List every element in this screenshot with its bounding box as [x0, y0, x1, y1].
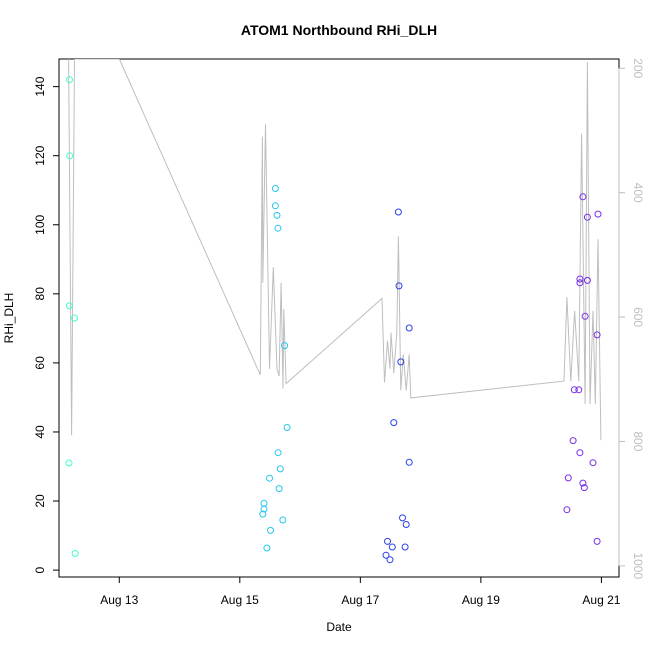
data-point — [405, 458, 413, 466]
x-axis: Aug 13 Aug 15 Aug 17 Aug 19 Aug 21 — [100, 576, 621, 607]
plot-area-frame — [58, 58, 620, 578]
data-point — [564, 474, 572, 482]
data-point — [580, 484, 588, 492]
x-tick-label: Aug 15 — [221, 593, 259, 607]
y-tick-label: 0 — [33, 566, 47, 573]
data-point — [71, 314, 78, 322]
data-point — [65, 302, 73, 310]
data-point — [594, 210, 602, 218]
data-point — [263, 544, 271, 552]
data-point — [397, 358, 405, 366]
data-point — [259, 510, 267, 518]
data-point — [401, 543, 409, 551]
data-point — [576, 449, 584, 457]
data-point — [283, 424, 291, 431]
right-y-tick-label: 400 — [631, 183, 645, 203]
right-y-tick-label: 1000 — [631, 552, 645, 579]
data-point — [579, 193, 587, 201]
data-point — [274, 224, 282, 232]
data-point — [65, 459, 73, 467]
data-point — [275, 485, 283, 493]
y-tick-label: 100 — [33, 214, 47, 234]
data-point — [593, 331, 601, 339]
data-point — [395, 282, 403, 290]
data-point — [399, 514, 406, 522]
data-point — [274, 449, 282, 457]
data-point — [271, 202, 279, 210]
data-point — [382, 551, 390, 559]
y-tick-label: 20 — [33, 494, 47, 508]
y-tick-label: 40 — [33, 425, 47, 439]
data-point — [402, 521, 410, 528]
right-y-tick-label: 600 — [631, 307, 645, 327]
right-y-tick-label: 200 — [631, 58, 645, 78]
data-point — [575, 386, 583, 394]
y-tick-label: 140 — [33, 76, 47, 96]
right-y-axis: 200 400 600 800 1000 — [618, 58, 645, 579]
x-tick-label: Aug 21 — [582, 593, 620, 607]
data-point — [279, 516, 287, 524]
data-point — [583, 213, 591, 221]
data-point — [563, 506, 571, 514]
data-point — [576, 275, 584, 283]
data-point — [71, 550, 79, 557]
data-point — [388, 543, 396, 551]
data-point — [281, 342, 289, 350]
y-axis-label: RHi_DLH — [2, 293, 16, 344]
x-axis-label: Date — [326, 620, 352, 634]
data-point — [66, 152, 74, 160]
data-point — [583, 276, 591, 284]
y-tick-label: 80 — [33, 287, 47, 301]
data-point — [576, 279, 584, 287]
data-point — [266, 474, 273, 482]
data-point — [579, 479, 587, 487]
x-tick-label: Aug 13 — [100, 593, 138, 607]
data-point — [390, 419, 398, 427]
data-point — [271, 185, 279, 192]
points-layer — [65, 76, 602, 564]
data-point — [581, 312, 589, 320]
data-point — [405, 324, 413, 332]
data-point — [589, 459, 597, 467]
data-point — [276, 465, 284, 473]
data-point — [267, 526, 274, 534]
data-point — [569, 437, 577, 445]
y-axis: 0 20 40 60 80 100 120 140 — [33, 76, 60, 573]
x-tick-label: Aug 17 — [341, 593, 379, 607]
data-point — [66, 76, 73, 84]
data-point — [570, 386, 578, 394]
pressure-line-layer — [68, 59, 602, 441]
y-tick-label: 60 — [33, 356, 47, 370]
data-point — [386, 556, 394, 564]
chart-title: ATOM1 Northbound RHi_DLH — [241, 22, 437, 38]
pressure-line — [68, 59, 602, 441]
data-point — [273, 211, 281, 219]
y-tick-label: 120 — [33, 145, 47, 165]
data-point — [593, 537, 601, 545]
data-point — [384, 537, 391, 545]
right-y-tick-label: 800 — [631, 431, 645, 451]
data-point — [260, 505, 268, 513]
x-tick-label: Aug 19 — [462, 593, 500, 607]
data-point — [394, 208, 402, 216]
